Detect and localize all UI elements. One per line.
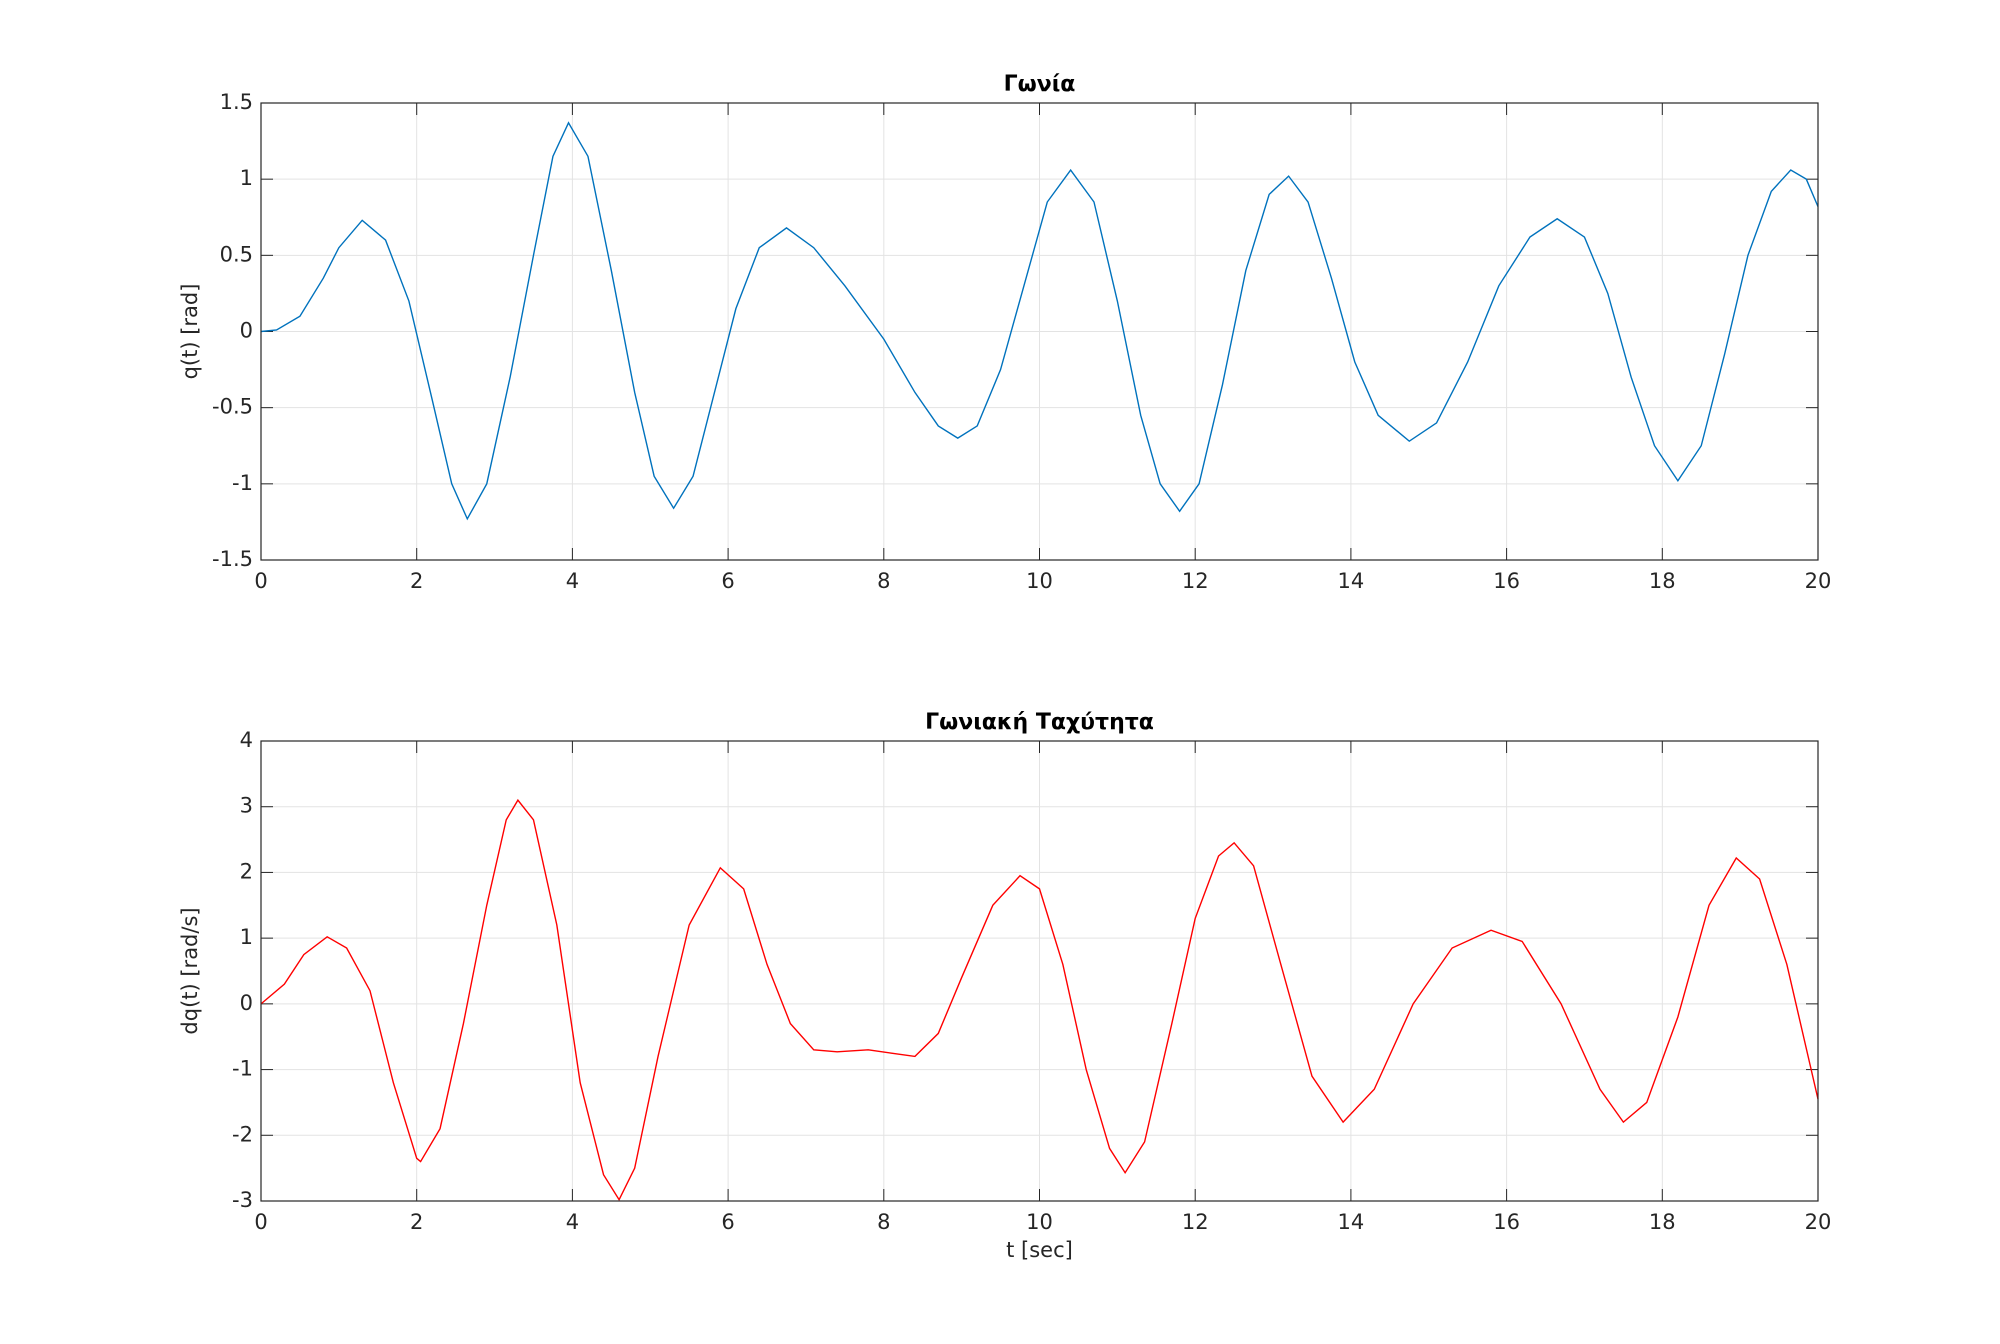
x-tick-label: 4 xyxy=(566,1210,579,1234)
y-tick-label: -1.5 xyxy=(212,547,253,571)
chart-title: Γωνιακή Ταχύτητα xyxy=(925,710,1154,735)
y-tick-label: 0 xyxy=(240,319,253,343)
x-axis-label: t [sec] xyxy=(1006,1238,1073,1262)
x-tick-label: 0 xyxy=(254,569,267,593)
y-tick-label: 1 xyxy=(240,166,253,190)
x-tick-label: 6 xyxy=(721,1210,734,1234)
y-axis-label: q(t) [rad] xyxy=(178,284,202,380)
x-tick-label: 2 xyxy=(410,1210,423,1234)
x-tick-label: 18 xyxy=(1649,569,1676,593)
x-tick-label: 8 xyxy=(877,1210,890,1234)
x-tick-label: 6 xyxy=(721,569,734,593)
x-tick-label: 10 xyxy=(1026,1210,1053,1234)
y-tick-label: -2 xyxy=(232,1122,253,1146)
x-tick-label: 16 xyxy=(1493,1210,1520,1234)
y-tick-label: 0 xyxy=(240,991,253,1015)
y-tick-label: 4 xyxy=(240,728,253,752)
y-tick-label: -0.5 xyxy=(212,395,253,419)
data-line xyxy=(260,121,1819,521)
x-tick-label: 4 xyxy=(566,569,579,593)
data-line xyxy=(260,798,1819,1202)
x-tick-label: 20 xyxy=(1805,569,1832,593)
x-tick-label: 0 xyxy=(254,1210,267,1234)
y-tick-label: -1 xyxy=(232,1057,253,1081)
x-tick-label: 12 xyxy=(1182,1210,1209,1234)
x-tick-label: 14 xyxy=(1338,1210,1365,1234)
x-tick-label: 20 xyxy=(1805,1210,1832,1234)
axes-box xyxy=(260,102,1819,561)
x-tick-label: 8 xyxy=(877,569,890,593)
y-axis-label: dq(t) [rad/s] xyxy=(178,907,202,1034)
x-tick-label: 2 xyxy=(410,569,423,593)
axes-box xyxy=(260,740,1819,1202)
x-tick-label: 14 xyxy=(1338,569,1365,593)
y-tick-label: 1 xyxy=(240,925,253,949)
y-tick-label: 2 xyxy=(240,859,253,883)
x-tick-label: 16 xyxy=(1493,569,1520,593)
y-tick-label: -1 xyxy=(232,471,253,495)
x-tick-label: 10 xyxy=(1026,569,1053,593)
y-tick-label: 1.5 xyxy=(220,90,253,114)
y-tick-label: 0.5 xyxy=(220,242,253,266)
y-tick-label: 3 xyxy=(240,794,253,818)
x-tick-label: 18 xyxy=(1649,1210,1676,1234)
y-tick-label: -3 xyxy=(232,1188,253,1212)
chart-title: Γωνία xyxy=(1004,72,1076,97)
x-tick-label: 12 xyxy=(1182,569,1209,593)
